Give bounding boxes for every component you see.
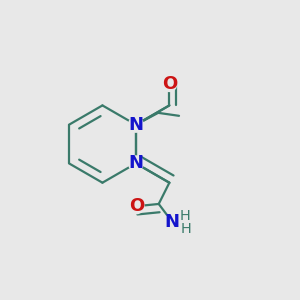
Text: N: N xyxy=(128,154,143,172)
Text: O: O xyxy=(129,197,144,215)
Text: N: N xyxy=(128,116,143,134)
Circle shape xyxy=(129,199,144,214)
Text: H: H xyxy=(181,222,192,236)
Circle shape xyxy=(162,76,177,92)
Text: O: O xyxy=(162,75,177,93)
Text: N: N xyxy=(165,213,180,231)
Circle shape xyxy=(128,156,143,171)
Circle shape xyxy=(165,214,179,229)
Circle shape xyxy=(128,117,143,132)
Text: H: H xyxy=(179,209,190,224)
